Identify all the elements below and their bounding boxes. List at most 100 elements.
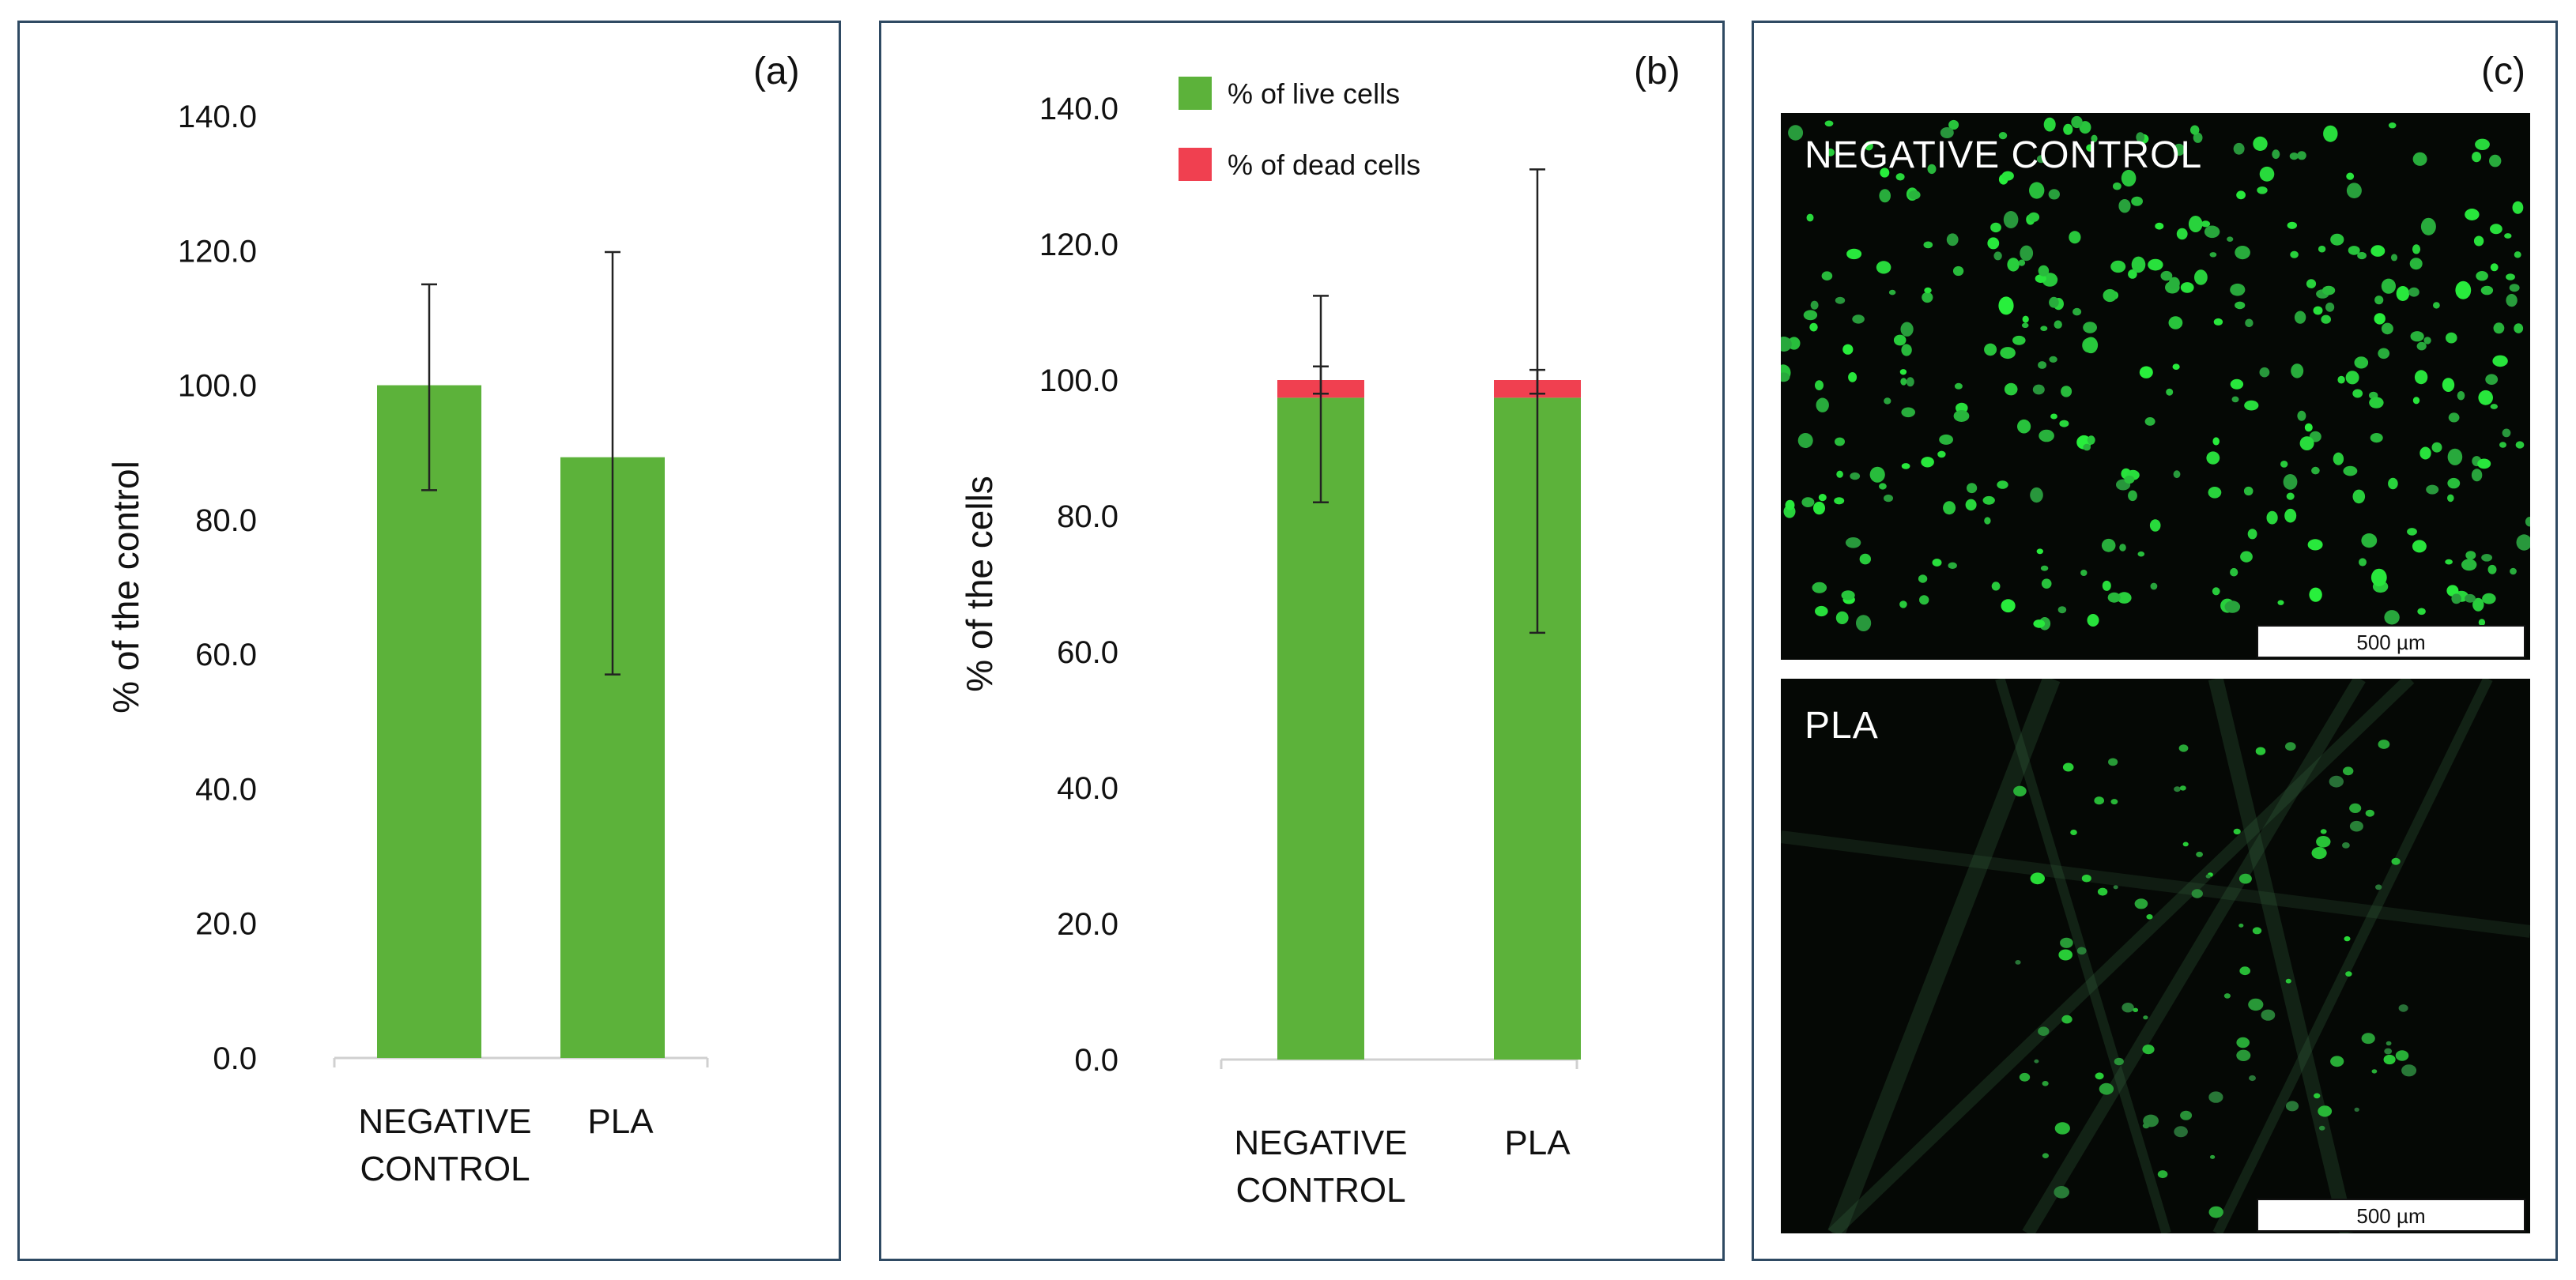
cell [1924,287,1932,294]
cell [2076,947,2087,955]
cell [2514,251,2521,258]
cell [1845,537,1861,548]
cell [2374,296,2384,305]
cell [2063,123,2073,135]
cell [1901,463,1910,469]
legend-swatch [1179,77,1212,110]
cell [1952,265,1964,277]
cell [1810,300,1819,310]
cell [2107,592,2121,603]
cell [2061,386,2072,397]
cell [2150,582,2158,590]
cell [2395,1050,2409,1061]
cell [2396,286,2410,301]
cell [2146,914,2153,920]
cell [2465,593,2476,603]
cell [2230,378,2244,390]
cell [2040,565,2049,571]
cell [2027,212,2040,222]
cell [2359,558,2367,567]
cell [2252,927,2262,935]
cell [1927,164,1937,175]
cell [2030,487,2043,503]
cell [2133,1007,2139,1012]
cell [2287,221,2297,229]
cell [2318,1105,2333,1117]
cell [2208,487,2222,499]
cell [1900,378,1907,386]
cell [1984,343,1997,356]
cell [1842,344,1854,355]
cell [2255,747,2266,755]
cell [2136,132,2145,142]
cell [2080,570,2088,576]
cell [1932,559,1942,567]
cell [2042,1153,2049,1158]
cell [2142,1123,2150,1129]
cell [2409,258,2423,270]
cell [2408,287,2419,297]
cell [2247,529,2257,540]
cell [1888,289,1896,296]
cell [2236,1049,2251,1061]
cell [2038,1026,2050,1036]
cell [2069,231,2081,244]
cell [2259,367,2270,378]
cell [2414,370,2428,385]
cell [2398,1004,2408,1012]
cell [1818,494,1827,502]
cell [2419,446,2431,460]
cell [2001,599,2016,613]
cell [2370,245,2386,257]
cell [2173,470,2181,479]
cell [1815,605,1828,617]
x-tick-label: CONTROL [360,1150,530,1188]
cell [1923,241,1933,249]
cell [2504,233,2512,239]
cell [1869,466,1885,483]
cell [2412,244,2421,254]
cell [2179,785,2186,791]
cell [2122,1003,2134,1013]
cell [2369,397,2384,408]
cell [2388,122,2397,129]
cell [1848,372,1858,382]
y-tick-label: 80.0 [195,503,257,538]
cell [2447,448,2463,465]
fiber [1781,830,2530,938]
chart-a: 0.0 20.0 40.0 60.0 80.0 100.0 120.0 140.0 % of t… [105,100,709,1188]
cell [2473,235,2484,247]
cell [2099,1082,2114,1095]
cell [2510,567,2517,575]
cell [2333,452,2344,465]
fiber [1827,679,2061,1233]
cell [2289,152,2299,160]
cell [2307,539,2323,551]
cell [2061,1015,2072,1024]
cell [1826,148,1835,156]
cell [2457,391,2465,401]
cell [2134,898,2148,909]
cell [1865,141,1873,151]
cell [2378,348,2390,360]
cell [2272,149,2280,160]
cell [2070,830,2077,835]
cell [2381,278,2396,294]
cell [2346,172,2355,180]
cell [2083,443,2091,451]
cell [1965,499,1977,511]
cell [2391,857,2401,865]
cell [2190,125,2200,135]
cell [2168,316,2183,329]
cell [2043,117,2056,132]
cell [2348,246,2360,255]
cell [2029,182,2045,199]
cell [2143,1015,2148,1020]
cell [1918,574,1928,583]
cell [2114,1057,2124,1066]
cell [2506,294,2518,307]
cell [2371,1069,2378,1074]
cell [2357,251,2367,260]
cell [2168,277,2180,290]
cell [2034,1059,2039,1064]
